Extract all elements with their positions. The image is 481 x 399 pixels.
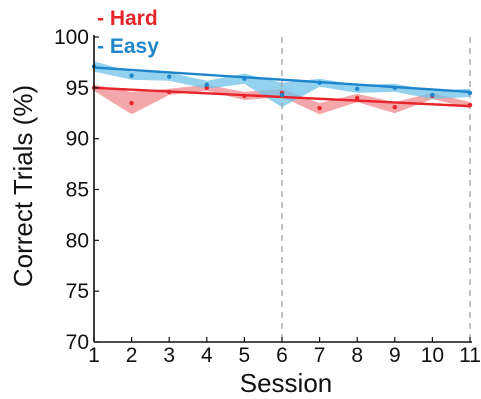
point-easy-session-5 xyxy=(242,76,247,81)
x-tick-label-8: 8 xyxy=(351,344,363,367)
point-hard-session-9 xyxy=(392,104,397,110)
legend: - Hard - Easy xyxy=(97,7,159,58)
point-hard-session-4 xyxy=(204,85,209,91)
point-easy-session-10 xyxy=(430,92,435,98)
point-hard-session-5 xyxy=(242,93,247,99)
point-hard-session-2 xyxy=(129,100,134,106)
point-easy-session-9 xyxy=(392,85,397,91)
x-tick-label-7: 7 xyxy=(314,344,326,367)
x-tick-label-2: 2 xyxy=(126,344,138,367)
x-tick-label-6: 6 xyxy=(276,344,288,367)
y-axis-title: Correct Trials (%) xyxy=(8,85,38,287)
x-tick-label-1: 1 xyxy=(88,344,100,367)
point-easy-session-11 xyxy=(467,90,473,96)
point-easy-session-2 xyxy=(129,73,134,78)
y-tick-label-95: 95 xyxy=(66,77,89,100)
x-tick-label-9: 9 xyxy=(389,344,401,367)
y-tick-label-100: 100 xyxy=(54,26,89,49)
x-tick-label-5: 5 xyxy=(239,344,251,367)
point-easy-session-4 xyxy=(204,82,209,87)
session-reference-lines xyxy=(93,37,471,342)
tick-labels: 70 75 80 85 90 95 100 1 2 3 4 5 6 7 8 9 10 11 xyxy=(54,26,481,367)
data-points xyxy=(91,64,473,111)
y-tick-label-75: 75 xyxy=(66,280,89,303)
point-hard-session-8 xyxy=(355,95,360,101)
point-hard-session-3 xyxy=(167,89,172,95)
point-easy-session-6 xyxy=(279,92,285,98)
x-tick-label-11: 11 xyxy=(459,344,481,367)
y-tick-label-85: 85 xyxy=(66,179,89,202)
x-axis-title: Session xyxy=(240,368,333,398)
axes xyxy=(93,35,472,343)
point-hard-session-11 xyxy=(467,102,473,108)
y-tick-label-70: 70 xyxy=(66,331,89,354)
legend-item-hard: - Hard xyxy=(97,7,158,30)
trend-line-easy xyxy=(93,66,471,94)
y-tick-label-90: 90 xyxy=(66,128,89,151)
y-tick-label-80: 80 xyxy=(66,229,89,252)
point-hard-session-7 xyxy=(317,105,322,111)
x-tick-label-4: 4 xyxy=(201,344,213,367)
legend-item-easy: - Easy xyxy=(97,35,159,58)
point-easy-session-3 xyxy=(167,74,172,79)
x-tick-label-3: 3 xyxy=(163,344,175,367)
point-easy-session-7 xyxy=(317,80,322,85)
point-easy-session-8 xyxy=(355,86,360,92)
x-tick-label-10: 10 xyxy=(421,344,444,367)
